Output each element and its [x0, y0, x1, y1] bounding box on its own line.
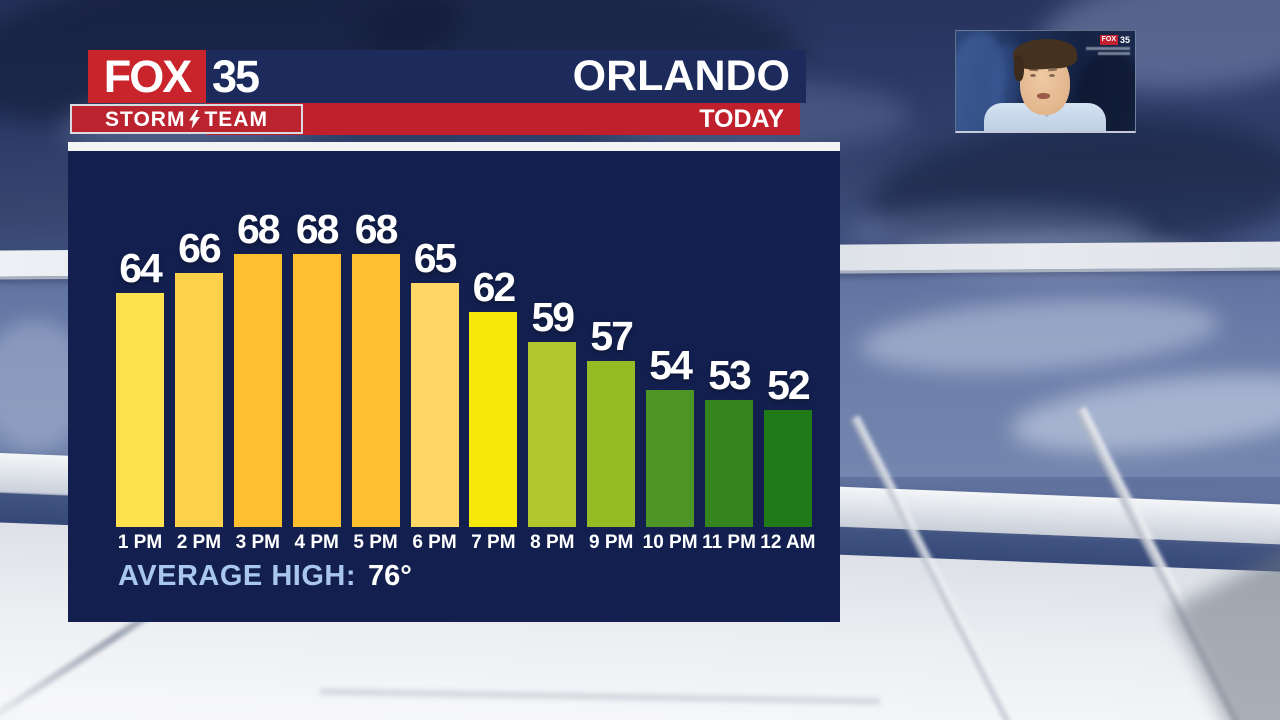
weathercaster-video-inset: FOX 35 [955, 30, 1136, 133]
storm-label: STORM [105, 107, 186, 131]
time-axis-label: 3 PM [235, 532, 280, 553]
bar-value-label: 68 [236, 206, 281, 252]
temperature-bar [351, 254, 400, 527]
bar-value-label: 68 [354, 206, 399, 252]
bar-value-label: 52 [767, 362, 811, 408]
person-eye [1030, 74, 1036, 77]
temperature-bar [116, 293, 164, 527]
time-axis-label: 12 AM [760, 532, 816, 553]
average-high-value: 76° [367, 560, 412, 592]
bar-value-label: 54 [649, 342, 693, 388]
time-axis-label: 6 PM [412, 532, 457, 553]
fox-logo-box: FOX [88, 50, 206, 103]
bar-value-label: 62 [472, 264, 517, 310]
storm-team-banner: STORM TEAM [70, 104, 303, 134]
bar-group: 65 6 PM [410, 235, 459, 552]
time-axis-label: 1 PM [117, 532, 163, 553]
forecast-chart-panel: 64 1 PM 66 2 PM 68 3 PM 68 4 PM 68 5 PM 65 6 PM 62 7 … [68, 151, 840, 622]
bar-value-label: 65 [413, 235, 458, 281]
person-eye [1049, 74, 1055, 77]
bar-group: 54 10 PM [643, 342, 698, 553]
time-axis-label: 11 PM [702, 532, 756, 553]
bar-group: 52 12 AM [760, 362, 815, 553]
time-axis-label: 8 PM [530, 532, 575, 553]
inset-fox35-watermark: FOX 35 [1099, 35, 1130, 45]
time-axis-label: 4 PM [294, 532, 339, 553]
temperature-bar [469, 312, 518, 527]
bar-group: 64 1 PM [116, 245, 164, 552]
inset-watermark-subtext [1086, 47, 1130, 55]
bar-value-label: 53 [708, 352, 752, 398]
average-high-row: AVERAGE HIGH: 76° [118, 560, 412, 593]
time-axis-label: 9 PM [589, 532, 634, 553]
time-axis-label: 2 PM [176, 532, 222, 553]
time-axis-label: 5 PM [353, 532, 398, 553]
bar-group: 59 8 PM [528, 294, 577, 552]
team-label: TEAM [204, 107, 268, 131]
bar-group: 68 3 PM [233, 206, 282, 552]
period-label: TODAY [699, 104, 784, 133]
temperature-bar [763, 410, 812, 527]
temperature-bar [528, 342, 577, 527]
panel-top-strip [68, 142, 840, 151]
bar-group: 57 9 PM [587, 313, 636, 552]
bar-value-label: 64 [119, 245, 163, 291]
inset-fox-chip: FOX [1099, 35, 1118, 45]
temperature-bar [292, 254, 341, 527]
person-hair-side [1014, 55, 1024, 81]
bar-value-label: 68 [295, 206, 340, 252]
inset-channel-number: 35 [1119, 35, 1130, 45]
temperature-bar [646, 390, 695, 527]
temperature-bar [233, 254, 282, 527]
temperature-bar [410, 283, 459, 527]
period-bar: TODAY [206, 103, 800, 135]
temperature-bar [705, 400, 753, 527]
fox-logo-text: FOX [103, 50, 193, 102]
location-title-bar: ORLANDO [88, 50, 806, 103]
temperature-bar [587, 361, 636, 527]
location-title: ORLANDO [572, 52, 790, 100]
bar-group: 68 4 PM [292, 206, 341, 552]
channel-number: 35 [212, 50, 260, 102]
bar-group: 66 2 PM [174, 225, 223, 552]
person-mouth [1037, 93, 1050, 99]
bar-group: 62 7 PM [469, 264, 518, 552]
bar-group: 53 11 PM [702, 352, 756, 553]
time-axis-label: 10 PM [642, 532, 698, 553]
bar-group: 68 5 PM [351, 206, 400, 552]
bar-value-label: 59 [531, 294, 575, 340]
bar-value-label: 57 [590, 313, 634, 359]
time-axis-label: 7 PM [471, 532, 516, 553]
average-high-label: AVERAGE HIGH: [118, 560, 356, 592]
bar-value-label: 66 [178, 225, 222, 271]
temperature-bar [174, 273, 223, 527]
lightning-bolt-icon [189, 109, 201, 129]
